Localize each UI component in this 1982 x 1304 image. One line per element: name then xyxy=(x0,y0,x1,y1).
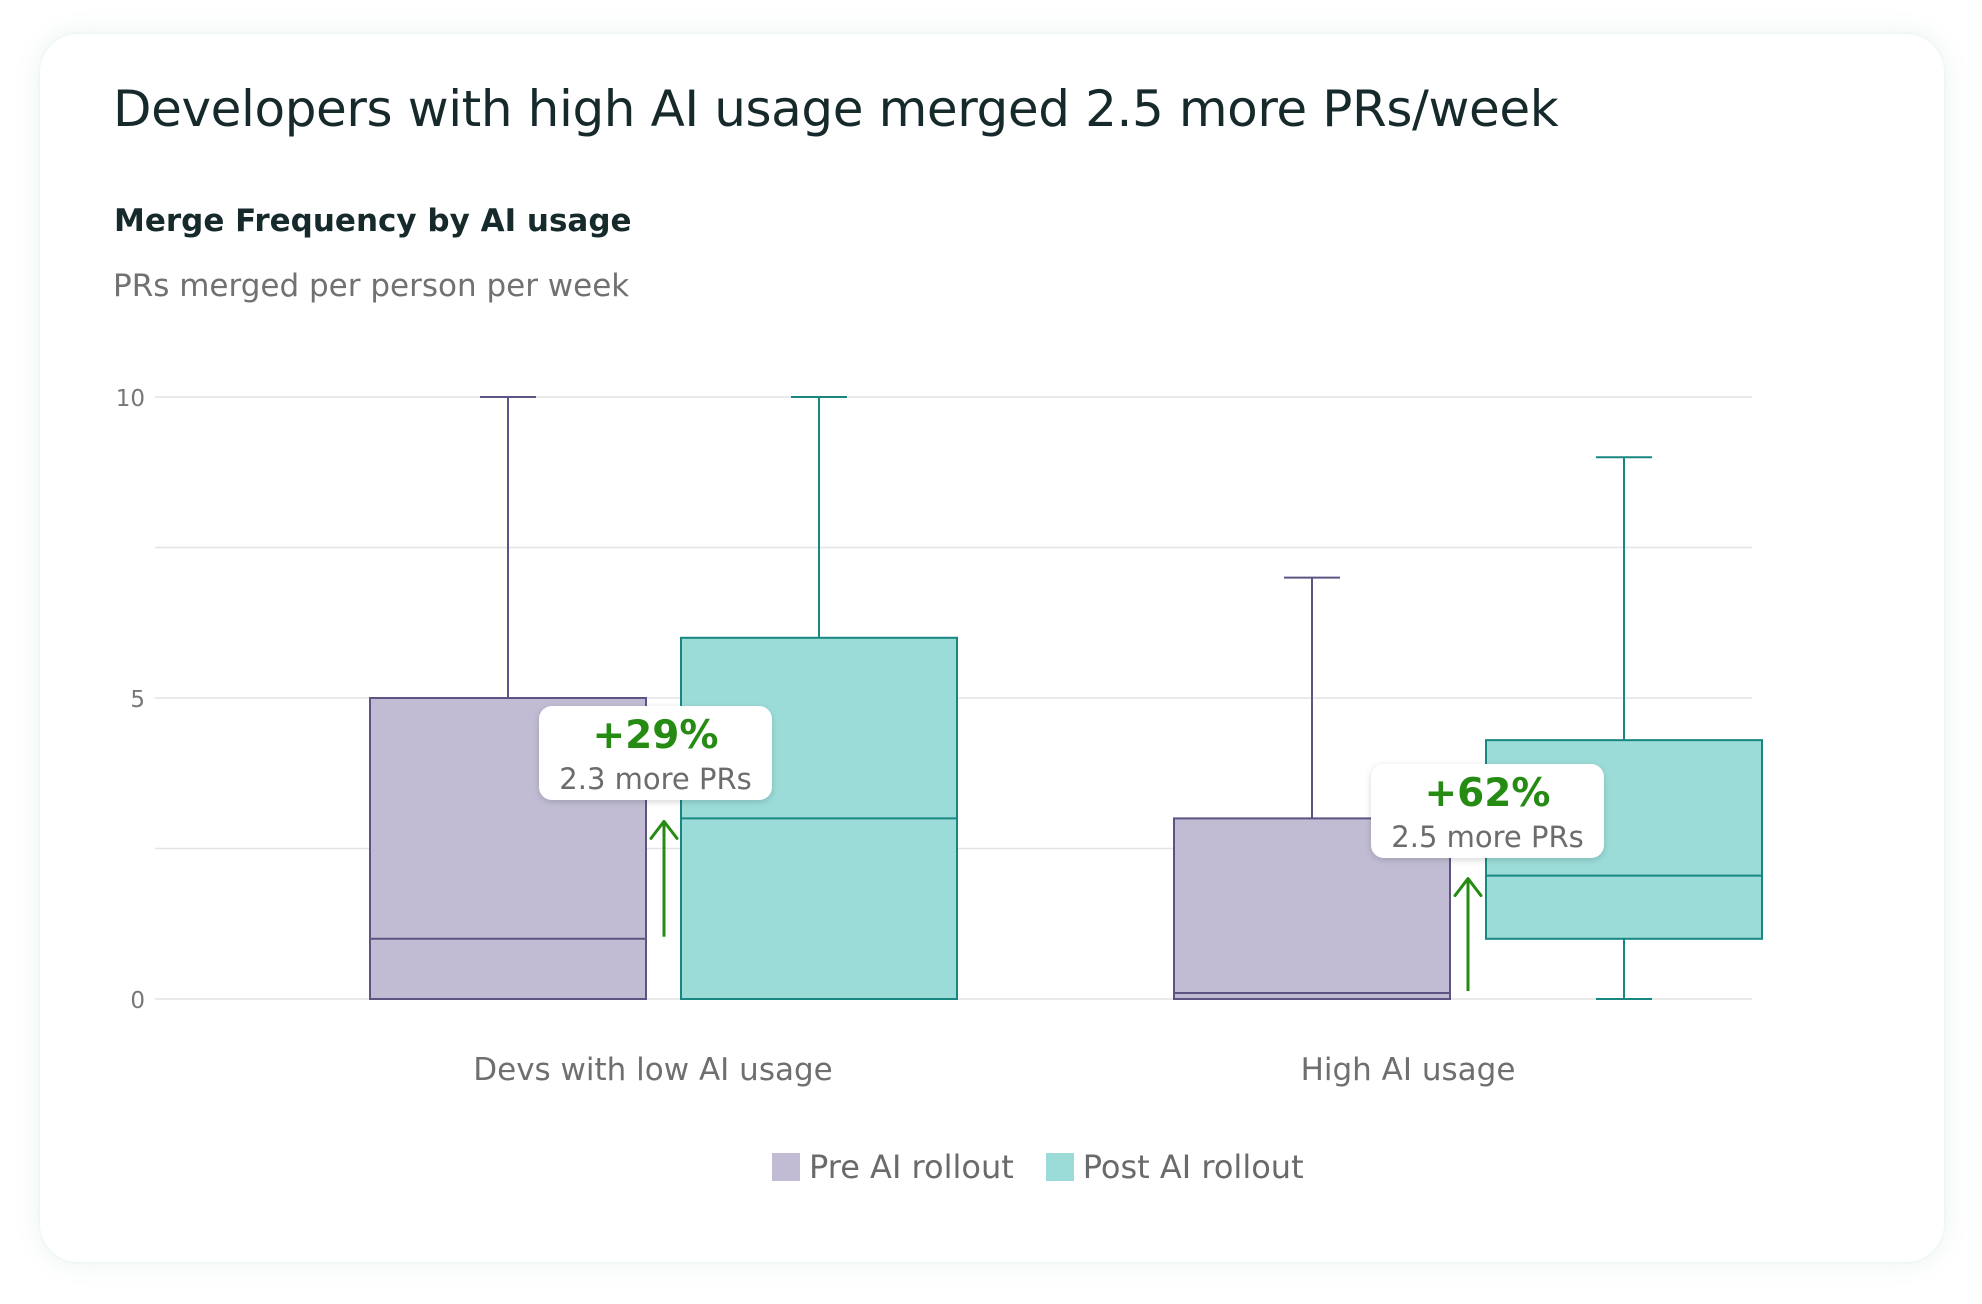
legend-item-post: Post AI rollout xyxy=(1045,1148,1304,1186)
callout-box xyxy=(539,706,772,800)
callout-0: +29% 2.3 more PRs xyxy=(539,706,772,800)
legend-swatch-pre xyxy=(772,1153,800,1181)
chart-card xyxy=(40,34,1944,1262)
callout-percent: +29% xyxy=(592,713,718,758)
legend-swatch-post xyxy=(1045,1153,1074,1181)
headline: Developers with high AI usage merged 2.5… xyxy=(113,80,1559,138)
arrow-head xyxy=(649,819,679,840)
improvement-arrow-1 xyxy=(1453,877,1483,991)
box-post-1 xyxy=(1485,456,1763,1000)
callout-percent: +62% xyxy=(1424,771,1550,816)
box-post-0 xyxy=(680,396,958,1000)
x-category-label: High AI usage xyxy=(1301,1052,1516,1088)
arrow-head xyxy=(1453,877,1483,898)
callout-text: 2.3 more PRs xyxy=(559,762,751,796)
improvement-arrow-0 xyxy=(649,819,679,937)
legend-item-pre: Pre AI rollout xyxy=(772,1148,1014,1186)
callout-1: +62% 2.5 more PRs xyxy=(1371,764,1604,858)
y-tick-label: 5 xyxy=(130,687,145,713)
legend: Pre AI rollout Post AI rollout xyxy=(772,1148,1304,1186)
x-category-label: Devs with low AI usage xyxy=(473,1052,832,1088)
y-tick-label: 0 xyxy=(130,988,145,1014)
legend-label-pre: Pre AI rollout xyxy=(809,1148,1014,1186)
callout-text: 2.5 more PRs xyxy=(1391,820,1583,854)
chart-subtitle: PRs merged per person per week xyxy=(113,268,630,304)
y-tick-label: 10 xyxy=(116,386,145,412)
box-pre-0 xyxy=(369,396,647,1000)
chart-title: Merge Frequency by AI usage xyxy=(114,203,632,239)
legend-label-post: Post AI rollout xyxy=(1082,1148,1304,1186)
callout-box xyxy=(1371,764,1604,858)
